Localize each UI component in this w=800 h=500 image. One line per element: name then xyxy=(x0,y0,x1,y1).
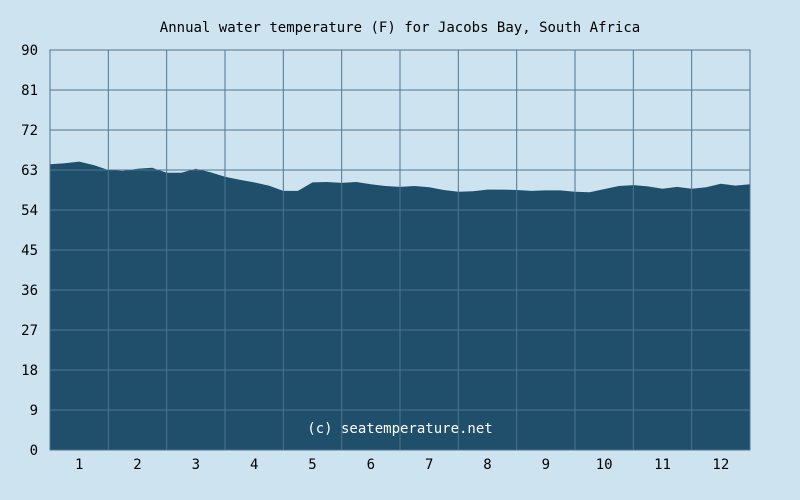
x-tick-label: 11 xyxy=(654,457,671,473)
plot-frame xyxy=(49,49,751,451)
y-tick-label: 81 xyxy=(21,83,38,99)
y-tick-label: 18 xyxy=(21,363,38,379)
y-tick-label: 27 xyxy=(21,323,38,339)
x-tick-label: 8 xyxy=(483,457,491,473)
x-tick-label: 7 xyxy=(425,457,433,473)
y-tick-label: 0 xyxy=(30,443,38,459)
grid-lines xyxy=(50,50,750,450)
x-tick-label: 2 xyxy=(133,457,141,473)
x-tick-label: 6 xyxy=(367,457,375,473)
x-tick-label: 3 xyxy=(192,457,200,473)
x-tick-label: 9 xyxy=(542,457,550,473)
copyright-annotation: (c) seatemperature.net xyxy=(307,421,492,437)
x-tick-label: 12 xyxy=(712,457,729,473)
y-tick-label: 36 xyxy=(21,283,38,299)
x-axis-ticks: 1 2 3 4 5 6 7 8 9 10 11 12 xyxy=(75,457,729,473)
chart-title: Annual water temperature (F) for Jacobs … xyxy=(160,20,640,36)
y-tick-label: 9 xyxy=(30,403,38,419)
y-tick-label: 90 xyxy=(21,43,38,59)
y-axis-ticks: 0 9 18 27 36 45 54 63 72 81 90 xyxy=(21,43,38,459)
y-tick-label: 45 xyxy=(21,243,38,259)
y-tick-label: 54 xyxy=(21,203,38,219)
x-tick-label: 10 xyxy=(596,457,613,473)
x-tick-label: 4 xyxy=(250,457,258,473)
y-tick-label: 63 xyxy=(21,163,38,179)
x-tick-label: 1 xyxy=(75,457,83,473)
y-tick-label: 72 xyxy=(21,123,38,139)
x-tick-label: 5 xyxy=(308,457,316,473)
